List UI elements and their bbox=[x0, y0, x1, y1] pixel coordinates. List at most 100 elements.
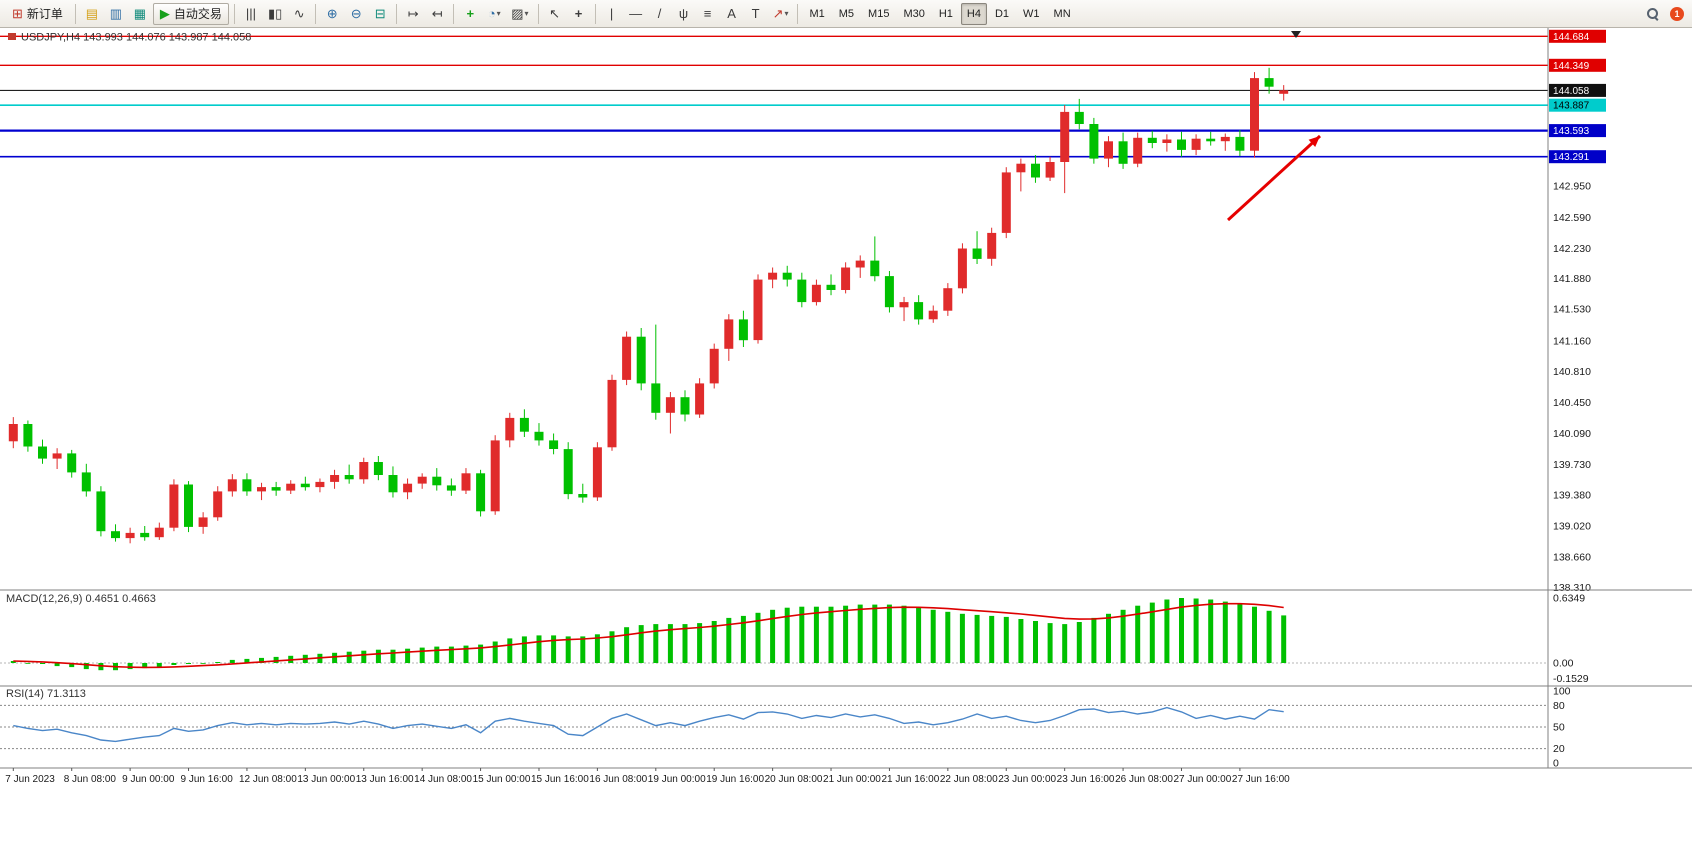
line-chart-button[interactable]: ∿ bbox=[288, 3, 310, 25]
trendline-icon: / bbox=[657, 6, 662, 21]
macd-bar bbox=[653, 624, 659, 663]
zoom-in-icon: ⊕ bbox=[326, 6, 338, 21]
timeframe-group: M1 M5 M15 M30 H1 H4 D1 W1 MN bbox=[802, 2, 1077, 25]
fibonacci-button[interactable]: ≡ bbox=[697, 3, 719, 25]
new-chart-button[interactable]: ▤ bbox=[81, 3, 103, 25]
notification-badge[interactable]: 1 bbox=[1670, 6, 1684, 21]
macd-bar bbox=[682, 624, 688, 663]
timeframe-m1-button[interactable]: M1 bbox=[803, 3, 830, 25]
time-axis-label: 12 Jun 08:00 bbox=[239, 774, 297, 785]
bar-chart-icon: ||| bbox=[245, 6, 256, 21]
timeframe-m5-button[interactable]: M5 bbox=[833, 3, 860, 25]
candle-body bbox=[768, 272, 778, 280]
macd-bar bbox=[726, 617, 732, 663]
macd-bar bbox=[1076, 622, 1082, 663]
candle-body bbox=[461, 473, 471, 491]
cursor-button[interactable]: ↖ bbox=[544, 3, 566, 25]
timeframe-w1-button[interactable]: W1 bbox=[1017, 3, 1046, 25]
macd-axis-label: -0.1529 bbox=[1553, 673, 1589, 685]
timeframe-m15-button[interactable]: M15 bbox=[862, 3, 895, 25]
candle-body bbox=[1279, 90, 1289, 94]
new-order-button[interactable]: ⊞ 新订单 bbox=[5, 3, 70, 25]
autotrading-button[interactable]: ▶ 自动交易 bbox=[152, 2, 229, 25]
macd-bar bbox=[69, 663, 75, 668]
zoom-out-button[interactable]: ⊖ bbox=[345, 3, 367, 25]
horizontal-line-button[interactable]: — bbox=[625, 3, 647, 25]
candle-body bbox=[169, 484, 179, 528]
candle-body bbox=[446, 485, 456, 491]
candle-body bbox=[738, 319, 748, 341]
arrow-annotation[interactable] bbox=[1226, 134, 1322, 222]
templates-button[interactable]: ▨ ▾ bbox=[507, 3, 532, 25]
candlestick-chart-button[interactable]: ▮▯ bbox=[264, 3, 286, 25]
timeframe-h1-button[interactable]: H1 bbox=[933, 3, 959, 25]
candle-body bbox=[665, 397, 675, 413]
candle-body bbox=[140, 532, 150, 538]
candle-body bbox=[651, 383, 661, 413]
chart-shift-marker[interactable] bbox=[1291, 31, 1301, 38]
profiles-button[interactable]: ▥ bbox=[105, 3, 127, 25]
auto-scroll-button[interactable]: ↦ bbox=[402, 3, 424, 25]
macd-bar bbox=[1252, 606, 1257, 663]
candle-body bbox=[811, 284, 821, 303]
macd-bar bbox=[492, 641, 498, 663]
macd-bar bbox=[390, 649, 396, 663]
macd-bar bbox=[215, 662, 221, 663]
rsi-line bbox=[13, 706, 1284, 743]
price-tag bbox=[1549, 29, 1606, 43]
macd-bar bbox=[1135, 605, 1141, 663]
timeframe-m30-button[interactable]: M30 bbox=[897, 3, 930, 25]
periods-button[interactable]: ◔ ▾ bbox=[483, 3, 505, 25]
arrows-tool-button[interactable]: ↗ ▾ bbox=[769, 3, 793, 25]
pitchfork-icon: ψ bbox=[678, 6, 689, 21]
time-axis-label: 19 Jun 00:00 bbox=[648, 774, 706, 785]
text-label-button[interactable]: T bbox=[745, 3, 767, 25]
vertical-line-button[interactable]: | bbox=[601, 3, 623, 25]
timeframe-mn-button[interactable]: MN bbox=[1048, 3, 1077, 25]
candle-body bbox=[125, 532, 135, 539]
macd-bar bbox=[799, 606, 805, 663]
text-button[interactable]: A bbox=[721, 3, 743, 25]
candle-body bbox=[373, 462, 383, 475]
price-axis-label: 138.310 bbox=[1553, 582, 1591, 594]
price-axis-label: 142.590 bbox=[1553, 212, 1591, 224]
search-icon[interactable] bbox=[1646, 7, 1660, 21]
trendline-button[interactable]: / bbox=[649, 3, 671, 25]
fibonacci-icon: ≡ bbox=[703, 6, 712, 21]
rsi-axis-label: 80 bbox=[1553, 700, 1565, 712]
time-axis-label: 27 Jun 16:00 bbox=[1232, 774, 1290, 785]
indicators-button[interactable]: + bbox=[459, 3, 481, 25]
chart-shift-button[interactable]: ↤ bbox=[426, 3, 448, 25]
macd-bar bbox=[813, 606, 819, 663]
candle-body bbox=[198, 517, 208, 527]
candle-body bbox=[563, 449, 573, 495]
crosshair-button[interactable]: + bbox=[568, 3, 590, 25]
macd-bar bbox=[1062, 624, 1068, 663]
time-axis-label: 20 Jun 08:00 bbox=[765, 774, 823, 785]
candle-body bbox=[928, 310, 938, 320]
market-watch-button[interactable]: ▦ bbox=[129, 3, 151, 25]
macd-axis-label: 0.6349 bbox=[1553, 592, 1585, 604]
zoom-in-button[interactable]: ⊕ bbox=[321, 3, 343, 25]
macd-bar bbox=[989, 615, 995, 663]
price-axis-label: 138.660 bbox=[1553, 552, 1591, 564]
timeframe-d1-button[interactable]: D1 bbox=[989, 3, 1015, 25]
candle-body bbox=[505, 417, 515, 441]
pitchfork-button[interactable]: ψ bbox=[673, 3, 695, 25]
macd-axis-label: 0.00 bbox=[1553, 658, 1574, 670]
timeframe-h4-button[interactable]: H4 bbox=[960, 2, 987, 25]
bar-chart-button[interactable]: ||| bbox=[240, 3, 262, 25]
candle-body bbox=[300, 483, 310, 488]
candle-body bbox=[636, 336, 646, 384]
price-chart-svg[interactable]: 142.950 142.590 142.230 141.880 141.530 141.1… bbox=[0, 28, 1692, 788]
candle-body bbox=[8, 424, 18, 442]
candle-body bbox=[1016, 163, 1026, 173]
price-axis-label: 142.950 bbox=[1553, 181, 1591, 193]
tile-windows-button[interactable]: ⊟ bbox=[369, 3, 391, 25]
macd-bar bbox=[536, 635, 542, 663]
chart-canvas[interactable]: 142.950 142.590 142.230 141.880 141.530 141.1… bbox=[0, 28, 1692, 793]
time-axis-label: 13 Jun 16:00 bbox=[356, 774, 414, 785]
new-order-label: 新订单 bbox=[26, 7, 63, 21]
time-axis-label: 22 Jun 08:00 bbox=[940, 774, 998, 785]
macd-bar bbox=[1208, 599, 1214, 663]
